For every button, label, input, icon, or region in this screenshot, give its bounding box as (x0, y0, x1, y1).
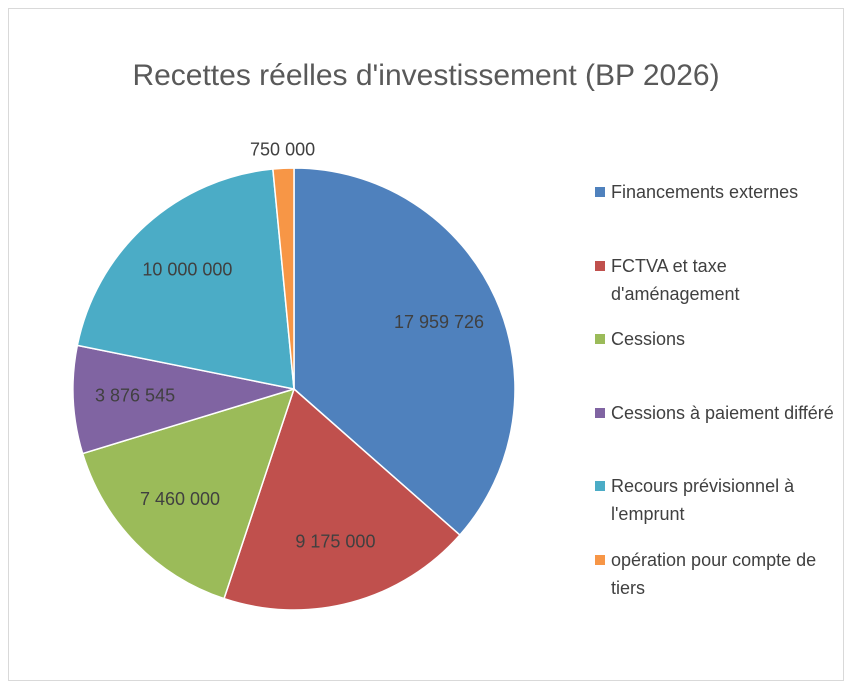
pie-slice (76, 168, 295, 390)
pie-slice (293, 167, 516, 537)
chart-title: Recettes réelles d'investissement (BP 20… (132, 59, 719, 92)
data-label: 7 460 000 (140, 489, 220, 509)
data-label: 9 175 000 (295, 531, 375, 551)
legend-swatch (595, 334, 605, 344)
pie-slice (223, 387, 461, 611)
pie-slice (81, 387, 296, 600)
legend-item: Financements externes (595, 178, 835, 206)
data-label: 750 000 (250, 139, 315, 159)
legend-swatch (595, 554, 605, 565)
legend-item: Recours prévisionnel à l'emprunt (595, 472, 835, 528)
legend-swatch (595, 481, 605, 491)
legend-swatch (595, 260, 605, 271)
chart-frame (8, 8, 844, 681)
legend-label: FCTVA et taxe d'aménagement (611, 255, 740, 304)
legend-label: opération pour compte de tiers (611, 549, 817, 598)
legend-label: Cessions (611, 329, 686, 349)
data-label: 10 000 000 (142, 260, 232, 280)
legend-item: opération pour compte de tiers (595, 546, 835, 602)
legend-label: Cessions à paiement différé (611, 402, 834, 423)
legend-item: FCTVA et taxe d'aménagement (595, 252, 835, 308)
legend-label: Recours prévisionnel à l'emprunt (611, 476, 795, 524)
data-label: 3 876 545 (95, 386, 175, 406)
data-label: 17 959 726 (394, 312, 484, 332)
legend-swatch (595, 187, 605, 197)
legend-item: Cessions à paiement différé (595, 399, 835, 427)
pie-slice (72, 344, 295, 455)
legend-item: Cessions (595, 325, 835, 353)
legend-swatch (595, 407, 605, 418)
legend-label: Financements externes (611, 182, 799, 202)
pie-slice (272, 167, 295, 390)
